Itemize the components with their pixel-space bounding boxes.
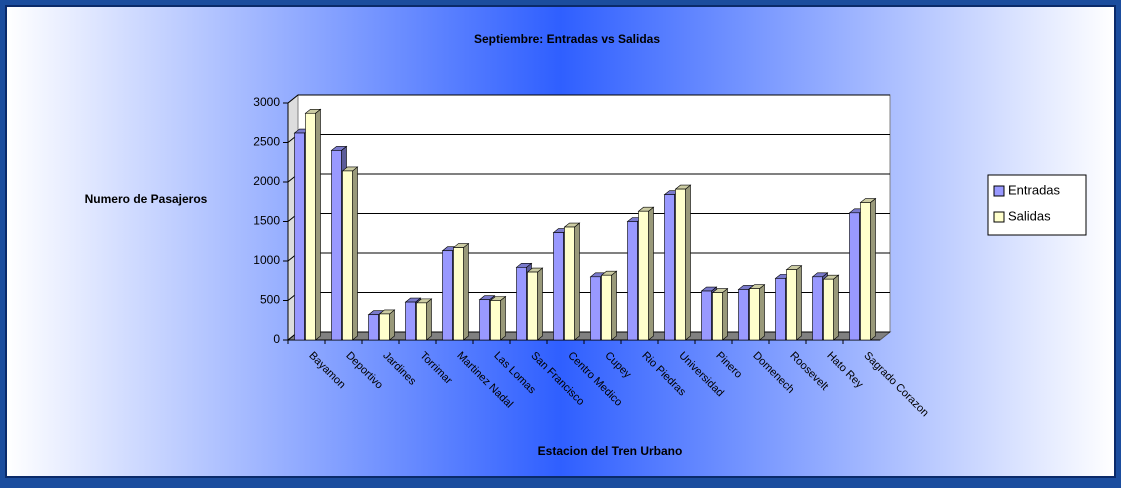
y-axis-label: Numero de Pasajeros	[85, 192, 208, 206]
bar-side	[685, 184, 691, 341]
bar-front	[738, 289, 749, 341]
bar	[452, 242, 470, 341]
legend-label: Salidas	[1008, 208, 1051, 223]
bar-front	[860, 202, 871, 341]
bar-side	[611, 270, 617, 341]
bar-front	[342, 170, 353, 341]
bar-front	[553, 232, 564, 341]
bar	[563, 222, 581, 341]
bar	[304, 108, 322, 341]
bar-front	[823, 278, 834, 341]
y-tick-label: 2000	[253, 174, 280, 188]
bar-side	[426, 298, 432, 341]
bar	[785, 265, 803, 341]
bar-front	[479, 299, 490, 341]
bar-front	[442, 250, 453, 341]
bar	[859, 197, 877, 341]
bar-side	[574, 222, 580, 341]
bar-front	[638, 210, 649, 341]
bar	[415, 298, 433, 341]
bar-side	[315, 108, 321, 341]
bar-side	[722, 287, 728, 341]
bar-side	[833, 274, 839, 341]
y-tick-label: 0	[273, 332, 280, 346]
bar-front	[564, 226, 575, 341]
bar-front	[590, 276, 601, 341]
bar	[489, 295, 507, 341]
bar-front	[379, 313, 390, 341]
x-axis-label: Estacion del Tren Urbano	[538, 444, 683, 458]
y-tick-label: 500	[260, 293, 280, 307]
bar	[526, 267, 544, 341]
bar-front	[516, 267, 527, 341]
bar-side	[796, 265, 802, 341]
bar-front	[849, 212, 860, 341]
bar	[600, 270, 618, 341]
bar	[748, 284, 766, 341]
grid-line	[287, 94, 890, 104]
bar-front	[701, 290, 712, 341]
bar-side	[352, 166, 358, 341]
bar-front	[664, 194, 675, 341]
legend-swatch	[993, 211, 1005, 223]
bar-side	[648, 206, 654, 341]
bar-front	[786, 269, 797, 341]
bar-side	[870, 197, 876, 341]
bar-front	[416, 302, 427, 341]
bar	[711, 287, 729, 341]
bar-side	[463, 242, 469, 341]
bar-front	[749, 288, 760, 341]
bar-front	[405, 301, 416, 341]
y-tick-label: 1000	[253, 253, 280, 267]
bar-front	[527, 271, 538, 341]
bar-front	[490, 300, 501, 341]
bar-front	[712, 292, 723, 341]
bar-side	[537, 267, 543, 341]
bar-front	[305, 112, 316, 341]
y-tick-label: 3000	[253, 95, 280, 109]
bar	[341, 166, 359, 341]
bar	[822, 274, 840, 341]
bar-front	[812, 276, 823, 341]
chart-title: Septiembre: Entradas vs Salidas	[474, 32, 660, 46]
y-tick-label: 2500	[253, 135, 280, 149]
legend-label: Entradas	[1008, 182, 1061, 197]
bar	[378, 309, 396, 341]
bar-front	[675, 188, 686, 341]
bar	[637, 206, 655, 341]
bar-front	[601, 274, 612, 341]
bar-side	[500, 295, 506, 341]
legend-swatch	[993, 185, 1005, 197]
bar-front	[294, 132, 305, 341]
legend-box	[987, 174, 1087, 236]
bar-front	[331, 150, 342, 341]
bar-side	[759, 284, 765, 341]
bar-front	[368, 314, 379, 341]
bar-front	[627, 221, 638, 341]
bar	[674, 184, 692, 341]
y-tick-label: 1500	[253, 214, 280, 228]
bar-side	[389, 309, 395, 341]
bar-front	[453, 247, 464, 341]
bar-front	[775, 278, 786, 341]
